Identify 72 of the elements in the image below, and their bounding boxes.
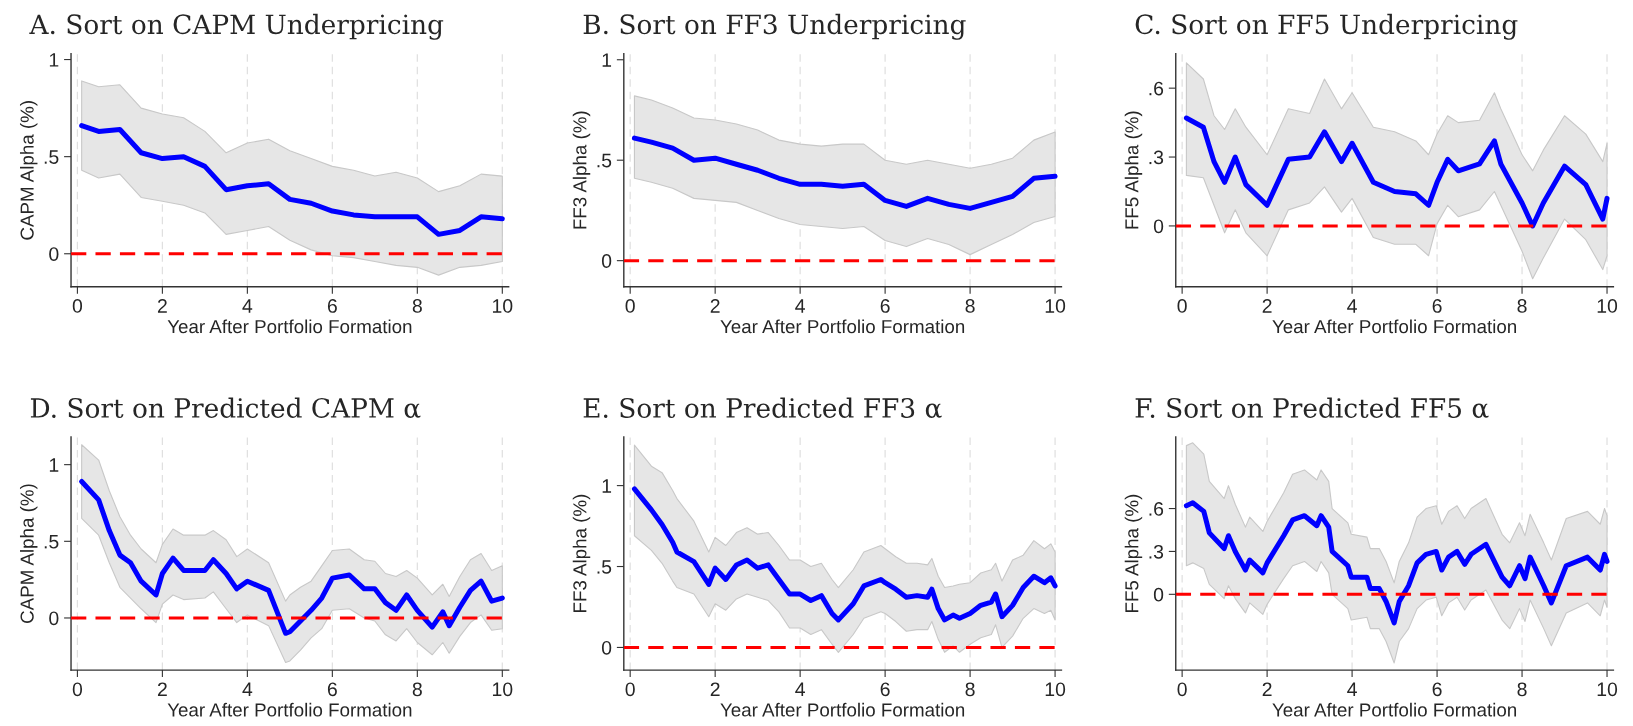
x-tick-label: 2 [157, 682, 167, 696]
y-axis-title: FF3 Alpha (%) [572, 494, 591, 612]
x-tick-label: 10 [1597, 299, 1618, 313]
chart-title: E. Sort on Predicted FF3 α [583, 397, 942, 418]
y-tick-label: .6 [1149, 502, 1164, 516]
x-tick-label: 6 [1432, 682, 1442, 697]
x-tick-label: 4 [242, 299, 253, 313]
x-axis-title: Year After Portfolio Formation [167, 319, 412, 334]
x-tick-label: 6 [880, 299, 890, 313]
y-axis-title: CAPM Alpha (%) [19, 484, 38, 623]
x-axis-title: Year After Portfolio Formation [1272, 319, 1517, 334]
chart-title: D. Sort on Predicted CAPM α [30, 397, 421, 418]
y-tick-label: 1 [49, 53, 59, 67]
chart-title: A. Sort on CAPM Underpricing [29, 13, 444, 40]
x-tick-label: 6 [880, 682, 890, 697]
x-tick-label: 8 [412, 682, 422, 697]
x-axis-title: Year After Portfolio Formation [720, 319, 965, 334]
x-tick-label: 0 [625, 299, 635, 313]
x-axis-title: Year After Portfolio Formation [167, 702, 412, 717]
x-tick-label: 8 [965, 682, 975, 697]
y-tick-label: .3 [1149, 544, 1164, 559]
chart-title: F. Sort on Predicted FF5 α [1135, 397, 1489, 418]
chart-title: B. Sort on FF3 Underpricing [583, 13, 966, 40]
chart-title: C. Sort on FF5 Underpricing [1135, 13, 1518, 40]
y-tick-label: 0 [601, 640, 612, 655]
x-tick-label: 4 [1347, 682, 1357, 696]
x-tick-label: 0 [72, 682, 83, 697]
x-tick-label: 0 [72, 299, 83, 313]
y-axis-title: FF5 Alpha (%) [1124, 494, 1143, 612]
y-tick-label: .3 [1149, 150, 1164, 165]
y-axis-title: FF3 Alpha (%) [572, 111, 591, 229]
x-tick-label: 2 [1262, 682, 1272, 696]
x-tick-label: 0 [1177, 682, 1187, 697]
y-axis-title: CAPM Alpha (%) [19, 101, 38, 240]
x-tick-label: 10 [492, 299, 513, 313]
y-tick-label: .5 [597, 153, 612, 168]
x-tick-label: 2 [1262, 299, 1272, 313]
y-tick-label: .5 [597, 560, 612, 574]
x-axis-title: Year After Portfolio Formation [1272, 702, 1517, 717]
y-tick-label: .5 [44, 150, 59, 164]
y-tick-label: .5 [44, 534, 59, 549]
x-tick-label: 10 [1045, 299, 1066, 313]
x-tick-label: 8 [412, 299, 422, 313]
x-tick-label: 4 [795, 299, 805, 313]
x-tick-label: 10 [1045, 682, 1066, 697]
x-tick-label: 2 [157, 299, 167, 313]
x-axis-title: Year After Portfolio Formation [720, 702, 965, 717]
y-tick-label: 1 [602, 53, 612, 67]
y-tick-label: 0 [601, 254, 612, 268]
y-tick-label: 0 [49, 611, 59, 626]
x-tick-label: 8 [965, 299, 975, 313]
y-tick-label: 1 [49, 458, 59, 472]
x-tick-label: 4 [242, 682, 253, 696]
x-tick-label: 2 [710, 299, 720, 313]
x-tick-label: 0 [625, 682, 635, 697]
y-tick-label: 0 [1153, 587, 1164, 602]
x-tick-label: 8 [1517, 299, 1527, 313]
y-tick-label: 0 [49, 247, 59, 261]
y-tick-label: 0 [1153, 219, 1164, 234]
x-tick-label: 6 [327, 299, 337, 313]
x-tick-label: 6 [1432, 299, 1442, 313]
y-tick-label: 1 [602, 479, 612, 493]
x-tick-label: 6 [327, 682, 337, 697]
x-tick-label: 10 [492, 682, 513, 697]
y-tick-label: .6 [1149, 81, 1164, 96]
x-tick-label: 10 [1597, 682, 1618, 697]
y-axis-title: FF5 Alpha (%) [1124, 111, 1143, 229]
x-tick-label: 4 [1347, 299, 1357, 313]
x-tick-label: 2 [710, 682, 720, 696]
x-tick-label: 4 [795, 682, 805, 696]
x-tick-label: 0 [1177, 299, 1187, 313]
x-tick-label: 8 [1517, 682, 1527, 697]
